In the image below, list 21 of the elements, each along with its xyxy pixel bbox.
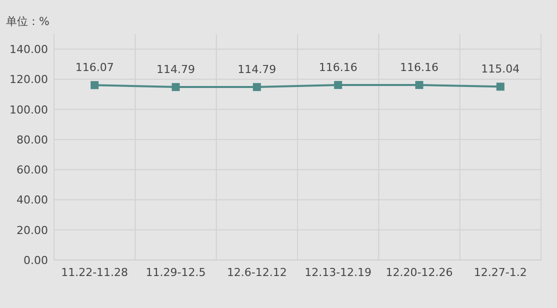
y-tick-label: 120.00 (10, 73, 48, 86)
y-tick-label: 60.00 (16, 164, 48, 177)
y-axis-title: 单位：% (6, 15, 50, 28)
y-tick-label: 0.00 (24, 254, 48, 267)
x-tick-label: 12.27-1.2 (474, 266, 527, 279)
y-tick-label: 20.00 (16, 224, 48, 237)
y-tick-label: 80.00 (16, 133, 48, 146)
data-label: 116.16 (400, 60, 438, 74)
data-label: 116.07 (75, 61, 114, 74)
x-tick-label: 12.13-12.19 (304, 266, 372, 279)
data-label: 114.79 (238, 63, 276, 76)
data-label: 116.16 (318, 60, 358, 74)
x-tick-label: 12.6-12.12 (226, 266, 287, 279)
x-tick-label: 11.29-12.5 (146, 266, 206, 279)
x-tick-label: 12.20-12.26 (386, 266, 453, 279)
data-label: 115.04 (481, 62, 520, 76)
y-tick-label: 40.00 (16, 194, 48, 207)
data-label: 114.79 (156, 63, 195, 76)
y-tick-label: 140.00 (10, 43, 48, 56)
y-tick-label: 100.00 (10, 103, 48, 116)
x-tick-label: 11.22-11.28 (61, 266, 128, 279)
